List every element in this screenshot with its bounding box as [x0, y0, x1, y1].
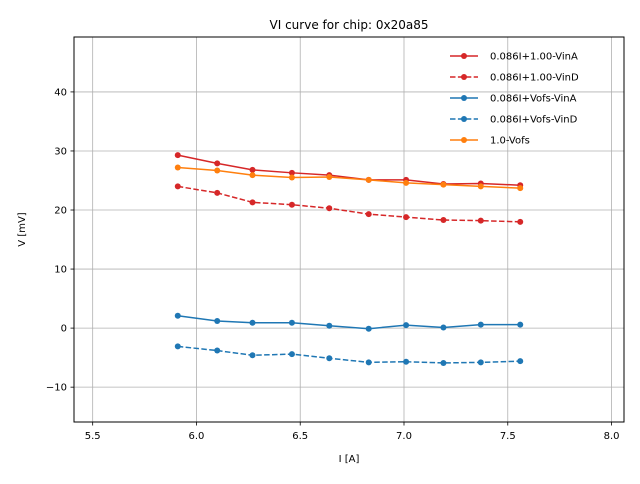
data-point	[440, 359, 447, 366]
data-point	[517, 358, 524, 365]
data-point	[326, 355, 333, 362]
x-tick-label: 7.0	[396, 431, 412, 442]
series-group	[174, 152, 524, 366]
ticks: 5.5 6.0 6.5 7.0 7.5 8.0 −10 0 10 20 30 40	[46, 87, 620, 442]
data-point	[517, 218, 524, 225]
data-point	[288, 351, 295, 358]
data-point	[288, 169, 295, 176]
data-point	[174, 343, 181, 350]
series-line	[177, 314, 521, 330]
data-point	[174, 152, 181, 159]
data-point	[477, 183, 484, 190]
x-tick-label: 7.5	[500, 431, 516, 442]
x-tick-label: 6.0	[188, 431, 204, 442]
x-axis-label: I [A]	[339, 454, 360, 465]
data-point	[214, 160, 221, 167]
data-point	[477, 321, 484, 328]
legend-item: 0.086I+1.00-VinA	[450, 52, 578, 63]
y-tick-label: 0	[61, 324, 67, 335]
data-point	[403, 179, 410, 186]
data-point	[326, 322, 333, 329]
data-point	[288, 174, 295, 181]
series-line	[177, 185, 521, 223]
legend-item: 1.0-Vofs	[450, 136, 530, 147]
y-tick-label: 30	[54, 146, 67, 157]
legend-label: 0.086I+1.00-VinD	[490, 73, 579, 84]
data-point	[174, 312, 181, 319]
data-point	[249, 199, 256, 206]
axes-frame	[73, 36, 625, 423]
data-point	[440, 324, 447, 331]
y-axis-label: V [mV]	[17, 212, 28, 247]
data-point	[174, 183, 181, 190]
data-point	[288, 319, 295, 326]
legend-marker	[461, 137, 467, 143]
legend-marker	[461, 74, 467, 80]
data-point	[403, 358, 410, 365]
data-point	[249, 172, 256, 179]
x-tick-label: 6.5	[292, 431, 308, 442]
data-point	[403, 214, 410, 221]
legend-label: 0.086I+Vofs-VinA	[490, 94, 577, 105]
series-1	[174, 183, 524, 225]
series-line	[177, 166, 521, 189]
data-point	[249, 352, 256, 359]
data-point	[403, 322, 410, 329]
data-point	[477, 359, 484, 366]
x-tick-label: 5.5	[85, 431, 101, 442]
data-point	[326, 205, 333, 212]
legend-label: 0.086I+Vofs-VinD	[490, 115, 578, 126]
y-tick-label: 20	[54, 206, 67, 217]
y-tick-label: 10	[54, 265, 67, 276]
data-point	[440, 217, 447, 224]
legend-marker	[461, 53, 467, 59]
data-point	[365, 359, 372, 366]
legend-marker	[461, 116, 467, 122]
data-point	[249, 319, 256, 326]
series-4	[174, 164, 524, 192]
data-point	[440, 181, 447, 188]
legend-item: 0.086I+Vofs-VinA	[450, 94, 577, 105]
data-point	[365, 325, 372, 332]
y-tick-label: −10	[46, 383, 67, 394]
legend-marker	[461, 95, 467, 101]
series-3	[174, 343, 524, 366]
data-point	[326, 173, 333, 180]
data-point	[214, 167, 221, 174]
data-point	[517, 185, 524, 192]
series-line	[177, 345, 521, 364]
legend-item: 0.086I+1.00-VinD	[450, 73, 579, 84]
data-point	[365, 176, 372, 183]
data-point	[214, 318, 221, 325]
legend-label: 1.0-Vofs	[490, 136, 530, 147]
legend-item: 0.086I+Vofs-VinD	[450, 115, 578, 126]
data-point	[477, 217, 484, 224]
data-point	[249, 166, 256, 173]
data-point	[174, 164, 181, 171]
x-tick-label: 8.0	[604, 431, 620, 442]
series-2	[174, 312, 524, 332]
legend-label: 0.086I+1.00-VinA	[490, 52, 578, 63]
grid	[74, 37, 624, 422]
data-point	[517, 321, 524, 328]
data-point	[288, 201, 295, 208]
y-tick-label: 40	[54, 87, 67, 98]
data-point	[214, 347, 221, 354]
data-point	[365, 211, 372, 218]
legend: 0.086I+1.00-VinA 0.086I+1.00-VinD 0.086I+V…	[450, 52, 579, 147]
data-point	[214, 189, 221, 196]
chart-title: VI curve for chip: 0x20a85	[270, 18, 429, 32]
series-line	[177, 154, 521, 186]
